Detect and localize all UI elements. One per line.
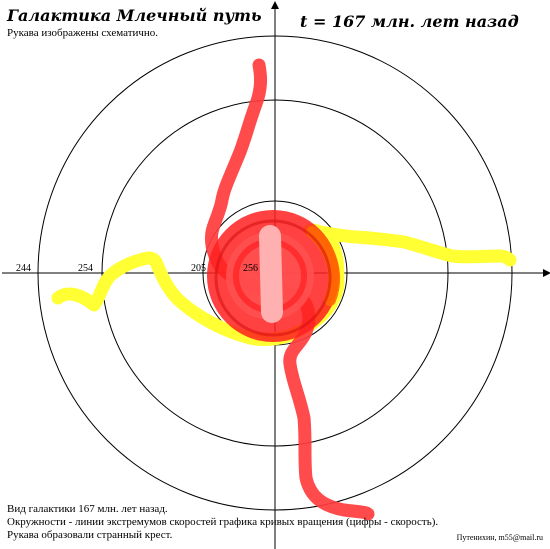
axis-label-244: 244 [16,263,31,274]
footer-line-2: Окружности - линии экстремумов скоростей… [7,516,439,528]
footer-line-1: Вид галактики 167 млн. лет назад. [7,503,168,515]
core-orange-arc [306,226,340,306]
axis-label-254: 254 [78,263,93,274]
author-credit: Путенихин, m55@mail.ru [456,533,543,542]
footer-line-3: Рукава образовали странный крест. [7,529,173,541]
core-ring [214,219,332,337]
time-label: t = 167 млн. лет назад [300,12,519,31]
axis-label-205: 205 [191,263,206,274]
figure-title: Галактика Млечный путь [7,6,262,25]
figure-subtitle: Рукава изображены схематично. [7,27,159,39]
axis-label-256: 256 [243,263,258,274]
central-bar [259,225,283,323]
